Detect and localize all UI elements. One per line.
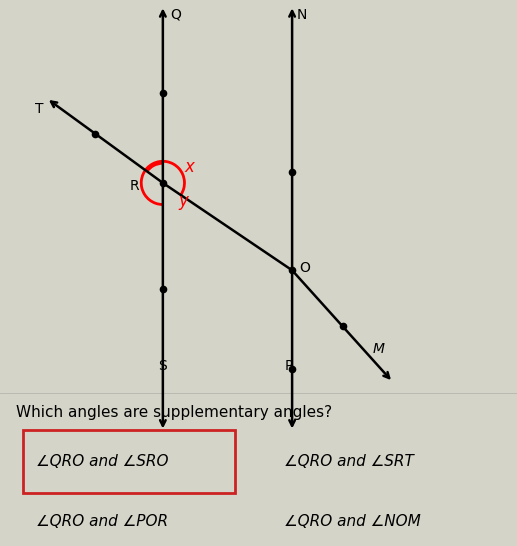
Text: M: M — [372, 342, 384, 357]
Text: ∠QRO and ∠SRT: ∠QRO and ∠SRT — [284, 454, 414, 469]
Text: x: x — [185, 158, 194, 175]
Text: P: P — [285, 359, 293, 373]
Text: Q: Q — [171, 8, 181, 22]
Text: O: O — [299, 260, 310, 275]
Text: ∠QRO and ∠SRO: ∠QRO and ∠SRO — [36, 454, 169, 469]
Text: ∠QRO and ∠NOM: ∠QRO and ∠NOM — [284, 514, 421, 529]
Text: T: T — [35, 102, 43, 116]
Text: y: y — [178, 192, 188, 210]
Text: S: S — [158, 359, 166, 373]
Text: ∠QRO and ∠POR: ∠QRO and ∠POR — [36, 514, 169, 529]
Text: Which angles are supplementary angles?: Which angles are supplementary angles? — [16, 405, 331, 420]
Text: R: R — [130, 179, 140, 193]
Text: N: N — [296, 8, 307, 22]
